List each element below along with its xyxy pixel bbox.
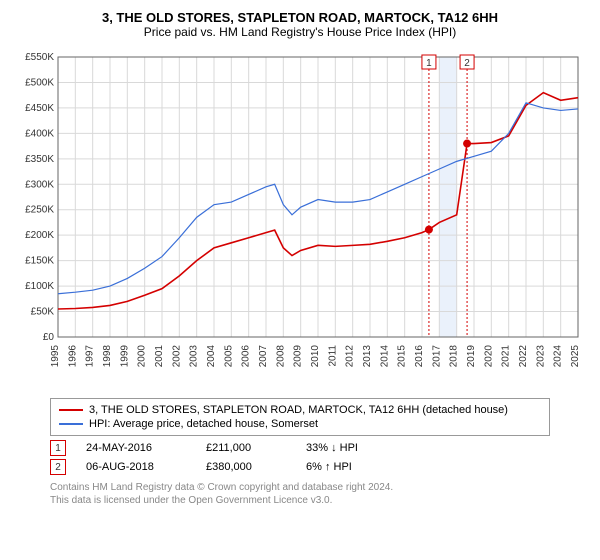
svg-text:1995: 1995 bbox=[50, 345, 61, 368]
svg-text:2005: 2005 bbox=[223, 345, 234, 368]
svg-text:2004: 2004 bbox=[206, 345, 217, 368]
svg-text:£500K: £500K bbox=[25, 77, 54, 88]
svg-text:2000: 2000 bbox=[137, 345, 148, 368]
sale-diff: 33% ↓ HPI bbox=[306, 442, 358, 454]
svg-text:2007: 2007 bbox=[258, 345, 269, 368]
svg-text:2018: 2018 bbox=[449, 345, 460, 368]
footer: Contains HM Land Registry data © Crown c… bbox=[50, 481, 550, 507]
legend-swatch bbox=[59, 409, 83, 411]
price-chart: £0 £50K £100K £150K £200K £250K £300K £350K £400… bbox=[10, 47, 590, 387]
svg-text:£350K: £350K bbox=[25, 154, 54, 165]
legend-label: 3, THE OLD STORES, STAPLETON ROAD, MARTO… bbox=[89, 404, 508, 416]
svg-text:2014: 2014 bbox=[379, 345, 390, 368]
svg-text:2013: 2013 bbox=[362, 345, 373, 368]
svg-text:2016: 2016 bbox=[414, 345, 425, 368]
footer-line: This data is licensed under the Open Gov… bbox=[50, 494, 550, 507]
sale-row: 2 06-AUG-2018 £380,000 6% ↑ HPI bbox=[50, 459, 550, 475]
svg-text:2023: 2023 bbox=[535, 345, 546, 368]
legend-item-property: 3, THE OLD STORES, STAPLETON ROAD, MARTO… bbox=[59, 403, 541, 417]
sale-badge: 1 bbox=[50, 440, 66, 456]
svg-text:2017: 2017 bbox=[431, 345, 442, 368]
legend: 3, THE OLD STORES, STAPLETON ROAD, MARTO… bbox=[50, 398, 550, 436]
svg-text:£200K: £200K bbox=[25, 230, 54, 241]
svg-text:£100K: £100K bbox=[25, 281, 54, 292]
svg-text:2006: 2006 bbox=[241, 345, 252, 368]
sale-date: 24-MAY-2016 bbox=[86, 442, 186, 454]
svg-text:2024: 2024 bbox=[553, 345, 564, 368]
svg-text:2008: 2008 bbox=[275, 345, 286, 368]
svg-text:2003: 2003 bbox=[189, 345, 200, 368]
svg-text:£550K: £550K bbox=[25, 52, 54, 63]
svg-text:£50K: £50K bbox=[31, 307, 55, 318]
chart-container: £0 £50K £100K £150K £200K £250K £300K £350K £400… bbox=[10, 47, 590, 392]
svg-text:£400K: £400K bbox=[25, 128, 54, 139]
sale-date: 06-AUG-2018 bbox=[86, 461, 186, 473]
svg-text:2009: 2009 bbox=[293, 345, 304, 368]
svg-text:£450K: £450K bbox=[25, 103, 54, 114]
svg-text:£0: £0 bbox=[43, 332, 55, 343]
sale-diff: 6% ↑ HPI bbox=[306, 461, 352, 473]
svg-text:£150K: £150K bbox=[25, 256, 54, 267]
page-subtitle: Price paid vs. HM Land Registry's House … bbox=[10, 25, 590, 39]
svg-text:2015: 2015 bbox=[397, 345, 408, 368]
svg-text:2022: 2022 bbox=[518, 345, 529, 368]
sale-badge: 2 bbox=[50, 459, 66, 475]
page-title: 3, THE OLD STORES, STAPLETON ROAD, MARTO… bbox=[10, 10, 590, 25]
svg-text:2011: 2011 bbox=[327, 345, 338, 367]
legend-item-hpi: HPI: Average price, detached house, Some… bbox=[59, 417, 541, 431]
svg-text:2010: 2010 bbox=[310, 345, 321, 368]
footer-line: Contains HM Land Registry data © Crown c… bbox=[50, 481, 550, 494]
legend-label: HPI: Average price, detached house, Some… bbox=[89, 418, 318, 430]
svg-text:1: 1 bbox=[426, 58, 432, 69]
sale-row: 1 24-MAY-2016 £211,000 33% ↓ HPI bbox=[50, 440, 550, 456]
svg-text:2020: 2020 bbox=[483, 345, 494, 368]
svg-text:2025: 2025 bbox=[570, 345, 581, 368]
svg-text:2002: 2002 bbox=[171, 345, 182, 368]
sales-list: 1 24-MAY-2016 £211,000 33% ↓ HPI 2 06-AUG… bbox=[10, 440, 590, 475]
svg-text:1996: 1996 bbox=[67, 345, 78, 368]
svg-text:2012: 2012 bbox=[345, 345, 356, 368]
legend-swatch bbox=[59, 423, 83, 425]
svg-text:2019: 2019 bbox=[466, 345, 477, 368]
svg-text:£250K: £250K bbox=[25, 205, 54, 216]
sale-price: £211,000 bbox=[206, 442, 286, 454]
svg-text:2001: 2001 bbox=[154, 345, 165, 368]
svg-text:2: 2 bbox=[464, 58, 470, 69]
sale-price: £380,000 bbox=[206, 461, 286, 473]
svg-text:1997: 1997 bbox=[85, 345, 96, 368]
svg-text:£300K: £300K bbox=[25, 179, 54, 190]
svg-text:1999: 1999 bbox=[119, 345, 130, 368]
svg-text:1998: 1998 bbox=[102, 345, 113, 368]
svg-text:2021: 2021 bbox=[501, 345, 512, 368]
